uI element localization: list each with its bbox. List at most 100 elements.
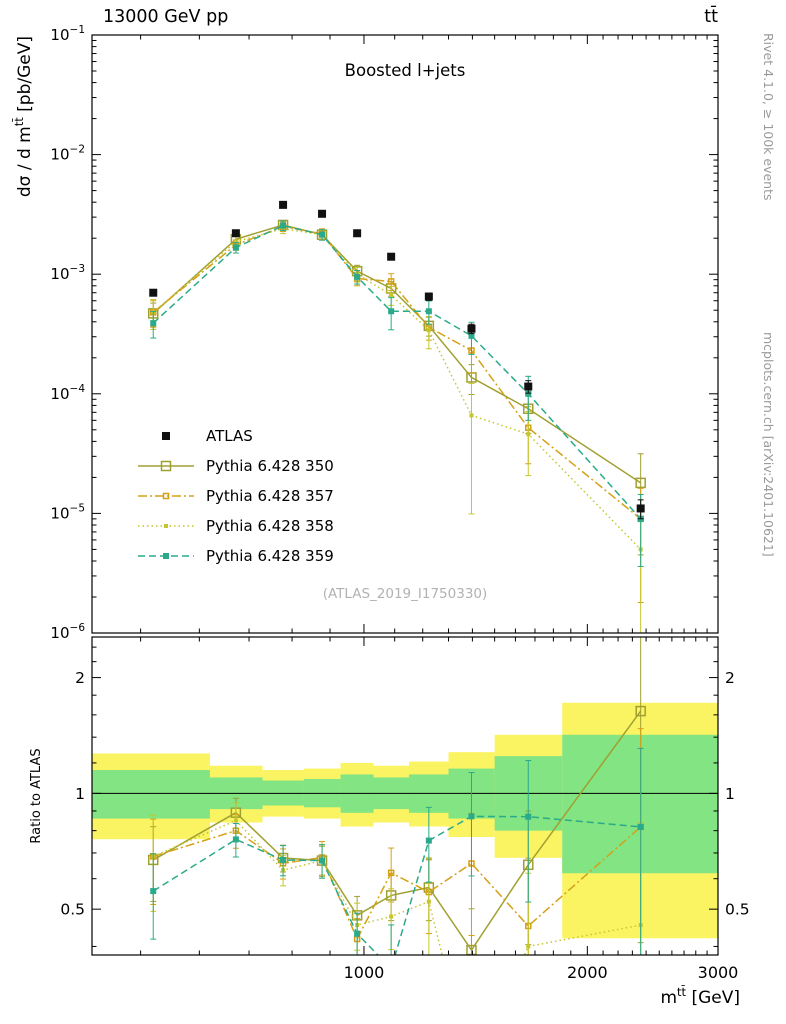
y-tick-label: 10−3 bbox=[50, 263, 85, 283]
data-point-pythia-6-428-359 bbox=[232, 244, 239, 251]
legend-label: Pythia 6.428 357 bbox=[206, 487, 334, 505]
legend-item-atlas: ATLAS bbox=[162, 427, 253, 445]
ratio-point-pythia-6-428-357 bbox=[387, 869, 395, 877]
ratio-tick-label-left: 1 bbox=[75, 785, 85, 803]
ratio-point-pythia-6-428-359 bbox=[525, 813, 532, 820]
legend-marker bbox=[163, 553, 169, 559]
ratio-tick-label-right: 0.5 bbox=[725, 901, 750, 919]
data-point-pythia-6-428-359 bbox=[280, 222, 287, 229]
data-point-pythia-6-428-359 bbox=[525, 390, 532, 397]
series-line-pythia-6-428-357 bbox=[152, 225, 642, 520]
ratio-point-pythia-6-428-358 bbox=[233, 818, 238, 823]
ratio-point-pythia-6-428-358 bbox=[426, 899, 431, 904]
series-line-pythia-6-428-359 bbox=[152, 224, 642, 520]
ratio-point-pythia-6-428-359 bbox=[150, 888, 157, 895]
ratio-tick-label-left: 2 bbox=[75, 669, 85, 687]
data-point-pythia-6-428-359 bbox=[150, 320, 157, 327]
main-series-layer bbox=[147, 200, 646, 633]
rivet-version-label: Rivet 4.1.0, ≥ 100k events bbox=[761, 33, 776, 201]
legend-label: Pythia 6.428 350 bbox=[206, 457, 334, 475]
legend-label: Pythia 6.428 359 bbox=[206, 547, 334, 565]
ratio-point-pythia-6-428-359 bbox=[468, 813, 475, 820]
y-tick-label: 10−5 bbox=[50, 502, 85, 522]
y-tick-exponent: −3 bbox=[70, 263, 85, 275]
x-axis-label-suffix: [GeV] bbox=[686, 988, 740, 1008]
ratio-line-pythia-6-428-359 bbox=[152, 815, 641, 955]
mcplots-arxiv-label: mcplots.cern.ch [arXiv:2401.10621] bbox=[761, 332, 776, 557]
ratio-panel-frame bbox=[91, 636, 719, 956]
legend-label: ATLAS bbox=[206, 427, 253, 445]
x-axis-label: mtt̄ [GeV] bbox=[660, 985, 740, 1008]
data-point-atlas bbox=[318, 209, 327, 218]
y-tick-exponent: −1 bbox=[70, 24, 85, 36]
data-point-atlas bbox=[279, 200, 288, 209]
y-tick-mantissa: 10 bbox=[50, 265, 69, 283]
ratio-point-pythia-6-428-359 bbox=[354, 930, 361, 937]
ratio-point-pythia-6-428-359 bbox=[425, 837, 432, 844]
y-tick-mantissa: 10 bbox=[50, 146, 69, 164]
ratio-point-pythia-6-428-359 bbox=[388, 966, 394, 972]
ratio-point-pythia-6-428-350 bbox=[635, 705, 646, 717]
process-label: tt̄ bbox=[704, 5, 718, 27]
data-point-pythia-6-428-358 bbox=[469, 413, 474, 418]
green-uncertainty-band bbox=[562, 734, 718, 874]
y-axis-label-sup: tt̄ bbox=[12, 117, 26, 127]
data-point-pythia-6-428-359 bbox=[319, 231, 326, 238]
y-tick-exponent: −4 bbox=[70, 383, 86, 395]
x-axis-label-sup: tt̄ bbox=[677, 985, 687, 999]
legend-marker bbox=[162, 492, 170, 500]
x-axis-label-prefix: m bbox=[660, 988, 677, 1008]
data-point-pythia-6-428-359 bbox=[468, 332, 475, 339]
ratio-series-layer bbox=[147, 637, 646, 972]
legend-item-pythia-6-428-357: Pythia 6.428 357 bbox=[138, 487, 334, 505]
ratio-point-pythia-6-428-358 bbox=[526, 944, 531, 949]
uncertainty-bands-layer bbox=[92, 702, 718, 939]
green-uncertainty-band bbox=[92, 770, 210, 819]
data-point-pythia-6-428-359 bbox=[388, 308, 395, 315]
y-tick-mantissa: 10 bbox=[50, 26, 69, 44]
data-point-atlas bbox=[231, 229, 240, 238]
data-point-atlas bbox=[524, 382, 533, 391]
beam-energy-label: 13000 GeV pp bbox=[103, 7, 228, 27]
y-tick-exponent: −6 bbox=[70, 622, 86, 634]
x-tick-label: 1000 bbox=[344, 963, 385, 982]
ratio-point-pythia-6-428-359 bbox=[319, 857, 326, 864]
legend-item-pythia-6-428-350: Pythia 6.428 350 bbox=[138, 457, 334, 475]
y-tick-label: 10−1 bbox=[50, 24, 85, 44]
legend-item-pythia-6-428-359: Pythia 6.428 359 bbox=[138, 547, 334, 565]
y-tick-label: 10−4 bbox=[50, 383, 85, 403]
data-point-pythia-6-428-358 bbox=[526, 432, 531, 437]
data-point-atlas bbox=[353, 229, 362, 238]
data-point-atlas bbox=[387, 252, 396, 261]
ratio-line-pythia-6-428-357 bbox=[153, 826, 642, 941]
panel-frames-layer bbox=[91, 34, 719, 956]
data-point-pythia-6-428-350 bbox=[635, 477, 646, 489]
y-axis-label: dσ / d mtt̄ [pb/GeV] bbox=[12, 36, 35, 197]
y-tick-exponent: −5 bbox=[70, 502, 85, 514]
y-tick-label: 10−6 bbox=[50, 622, 85, 642]
data-point-atlas bbox=[467, 324, 476, 333]
y-tick-mantissa: 10 bbox=[50, 624, 69, 642]
data-point-pythia-6-428-358 bbox=[233, 239, 238, 244]
data-point-pythia-6-428-359 bbox=[354, 273, 361, 280]
y-tick-label: 10−2 bbox=[50, 144, 85, 164]
ratio-tick-label-right: 1 bbox=[725, 785, 735, 803]
ratio-point-pythia-6-428-359 bbox=[232, 836, 239, 843]
data-point-pythia-6-428-359 bbox=[425, 308, 432, 315]
legend: ATLAS Pythia 6.428 350 Pythia 6.428 357 Pyt… bbox=[138, 427, 334, 565]
legend-marker bbox=[162, 432, 170, 440]
analysis-watermark: (ATLAS_2019_I1750330) bbox=[323, 586, 488, 602]
data-point-pythia-6-428-358 bbox=[426, 328, 431, 333]
y-axis-label-prefix: dσ / d m bbox=[15, 126, 35, 197]
data-point-atlas bbox=[149, 288, 158, 297]
ratio-point-pythia-6-428-359 bbox=[280, 857, 287, 864]
ratio-tick-label-left: 0.5 bbox=[60, 901, 85, 919]
legend-marker bbox=[164, 524, 168, 528]
x-tick-label: 2000 bbox=[567, 963, 608, 982]
plot-title: Boosted l+jets bbox=[345, 61, 466, 80]
data-point-atlas bbox=[636, 504, 645, 513]
data-point-pythia-6-428-357 bbox=[387, 278, 395, 285]
